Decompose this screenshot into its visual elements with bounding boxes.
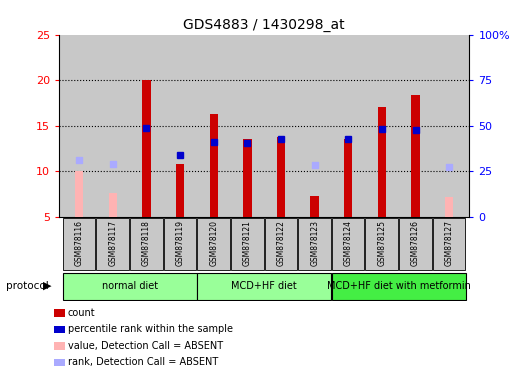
Text: count: count xyxy=(68,308,95,318)
FancyBboxPatch shape xyxy=(63,218,95,270)
Bar xyxy=(142,80,151,217)
Bar xyxy=(176,164,184,217)
FancyBboxPatch shape xyxy=(164,218,196,270)
Text: GSM878118: GSM878118 xyxy=(142,220,151,266)
FancyBboxPatch shape xyxy=(198,218,230,270)
Text: percentile rank within the sample: percentile rank within the sample xyxy=(68,324,233,334)
FancyBboxPatch shape xyxy=(63,273,196,300)
Text: protocol: protocol xyxy=(6,281,49,291)
Text: rank, Detection Call = ABSENT: rank, Detection Call = ABSENT xyxy=(68,358,218,367)
Text: MCD+HF diet with metformin: MCD+HF diet with metformin xyxy=(327,281,471,291)
FancyBboxPatch shape xyxy=(198,273,331,300)
FancyBboxPatch shape xyxy=(332,218,364,270)
Bar xyxy=(344,139,352,217)
Text: MCD+HF diet: MCD+HF diet xyxy=(231,281,297,291)
Text: value, Detection Call = ABSENT: value, Detection Call = ABSENT xyxy=(68,341,223,351)
Text: normal diet: normal diet xyxy=(102,281,157,291)
Text: GSM878126: GSM878126 xyxy=(411,220,420,266)
Text: GSM878120: GSM878120 xyxy=(209,220,218,266)
FancyBboxPatch shape xyxy=(265,218,297,270)
Text: ▶: ▶ xyxy=(43,281,51,291)
FancyBboxPatch shape xyxy=(130,218,163,270)
Bar xyxy=(243,139,251,217)
FancyBboxPatch shape xyxy=(365,218,398,270)
Bar xyxy=(277,137,285,217)
Text: GSM878119: GSM878119 xyxy=(175,220,185,266)
Text: GSM878127: GSM878127 xyxy=(445,220,453,266)
Text: GSM878116: GSM878116 xyxy=(75,220,84,266)
FancyBboxPatch shape xyxy=(96,218,129,270)
Bar xyxy=(109,193,117,217)
Bar xyxy=(378,107,386,217)
Text: GSM878123: GSM878123 xyxy=(310,220,319,266)
Text: GSM878124: GSM878124 xyxy=(344,220,353,266)
FancyBboxPatch shape xyxy=(433,218,465,270)
Bar xyxy=(310,196,319,217)
Text: GSM878117: GSM878117 xyxy=(108,220,117,266)
Bar xyxy=(411,95,420,217)
FancyBboxPatch shape xyxy=(332,273,466,300)
Text: GSM878121: GSM878121 xyxy=(243,220,252,266)
Bar xyxy=(209,114,218,217)
Bar xyxy=(75,171,84,217)
FancyBboxPatch shape xyxy=(399,218,432,270)
FancyBboxPatch shape xyxy=(231,218,264,270)
Bar xyxy=(445,197,453,217)
FancyBboxPatch shape xyxy=(298,218,331,270)
Text: GSM878125: GSM878125 xyxy=(378,220,386,266)
Text: GSM878122: GSM878122 xyxy=(277,220,286,266)
Title: GDS4883 / 1430298_at: GDS4883 / 1430298_at xyxy=(183,18,345,32)
